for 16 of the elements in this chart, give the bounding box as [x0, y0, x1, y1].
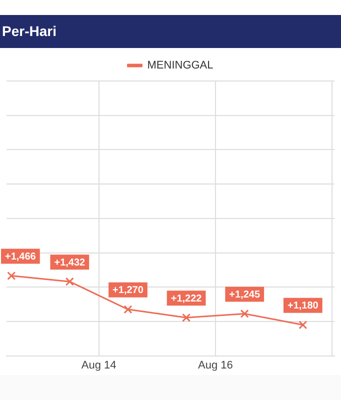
data-label: +1,222 [170, 293, 202, 304]
point [65, 277, 74, 286]
x-tick-label: Aug 16 [198, 359, 233, 372]
point [124, 305, 132, 314]
data-label: +1,466 [4, 252, 36, 263]
data-label: +1,245 [229, 289, 260, 300]
point [298, 320, 308, 330]
point [240, 309, 249, 318]
data-label: +1,270 [112, 285, 144, 296]
x-tick-label: Aug 14 [81, 359, 116, 372]
data-label: +1,180 [287, 300, 319, 312]
legend-label: MENINGGAL [147, 60, 214, 72]
chart-title: Per-Hari [0, 15, 341, 48]
point [7, 271, 16, 280]
data-label: +1,432 [54, 257, 86, 268]
point [182, 313, 191, 322]
